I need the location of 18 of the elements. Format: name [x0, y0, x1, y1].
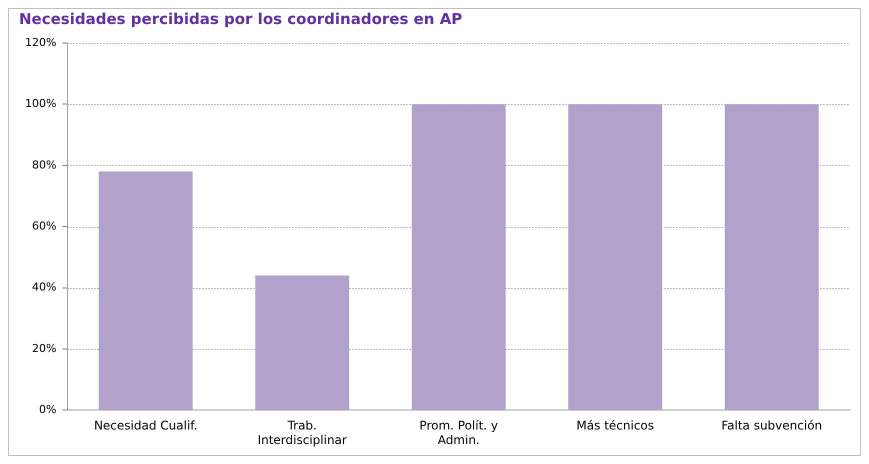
x-tick-label: Trab. Interdisciplinar — [258, 418, 347, 447]
y-tick-label: 120% — [24, 36, 56, 49]
bar — [568, 104, 662, 410]
y-tick-label: 40% — [32, 280, 56, 294]
bar — [98, 172, 193, 410]
y-tick-label: 100% — [24, 97, 56, 110]
y-tick-label: 20% — [32, 342, 56, 355]
bar — [724, 104, 819, 410]
y-tick-label: 60% — [32, 219, 56, 232]
bar — [255, 276, 350, 410]
bar — [412, 104, 506, 410]
y-tick-label: 80% — [32, 158, 56, 172]
x-tick-label: Necesidad Cualif. — [94, 418, 198, 433]
x-tick-label: Más técnicos — [576, 418, 654, 433]
x-tick-label: Falta subvención — [721, 418, 822, 433]
y-tick-label: 0% — [38, 403, 56, 416]
chart-title: Necesidades percibidas por los coordinadores en AP — [19, 10, 462, 28]
x-tick-label: Prom. Polít. y Admin. — [419, 418, 498, 447]
